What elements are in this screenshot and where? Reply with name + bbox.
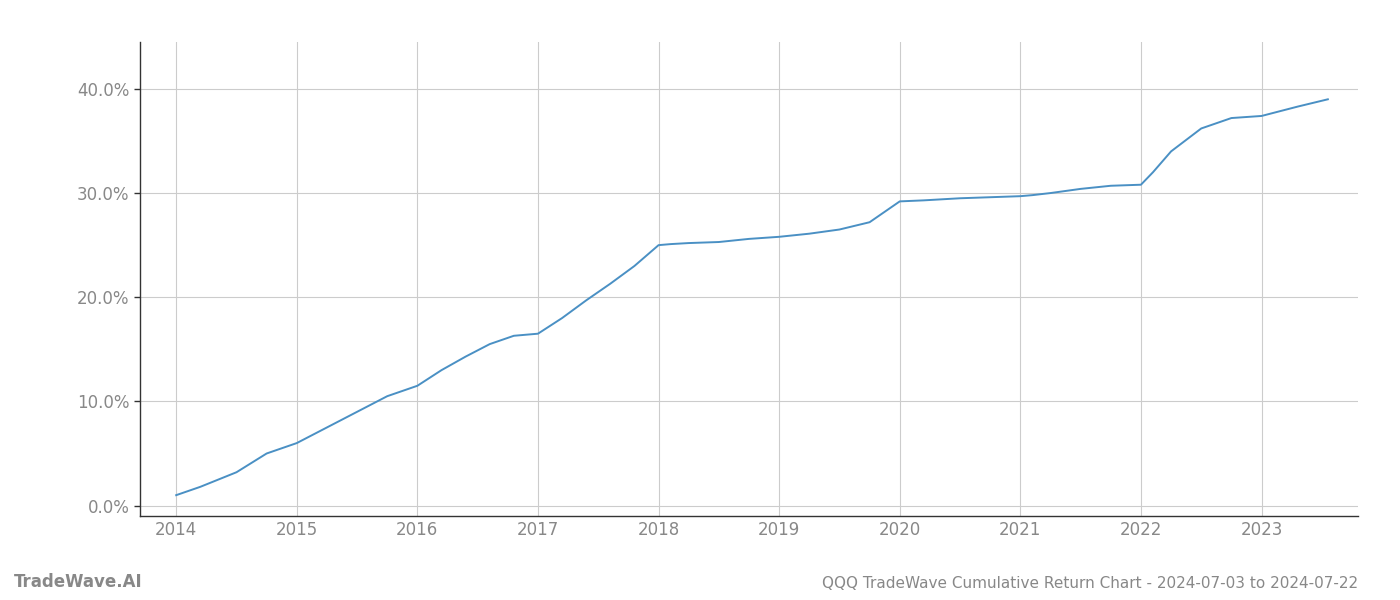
Text: QQQ TradeWave Cumulative Return Chart - 2024-07-03 to 2024-07-22: QQQ TradeWave Cumulative Return Chart - … [822,576,1358,591]
Text: TradeWave.AI: TradeWave.AI [14,573,143,591]
